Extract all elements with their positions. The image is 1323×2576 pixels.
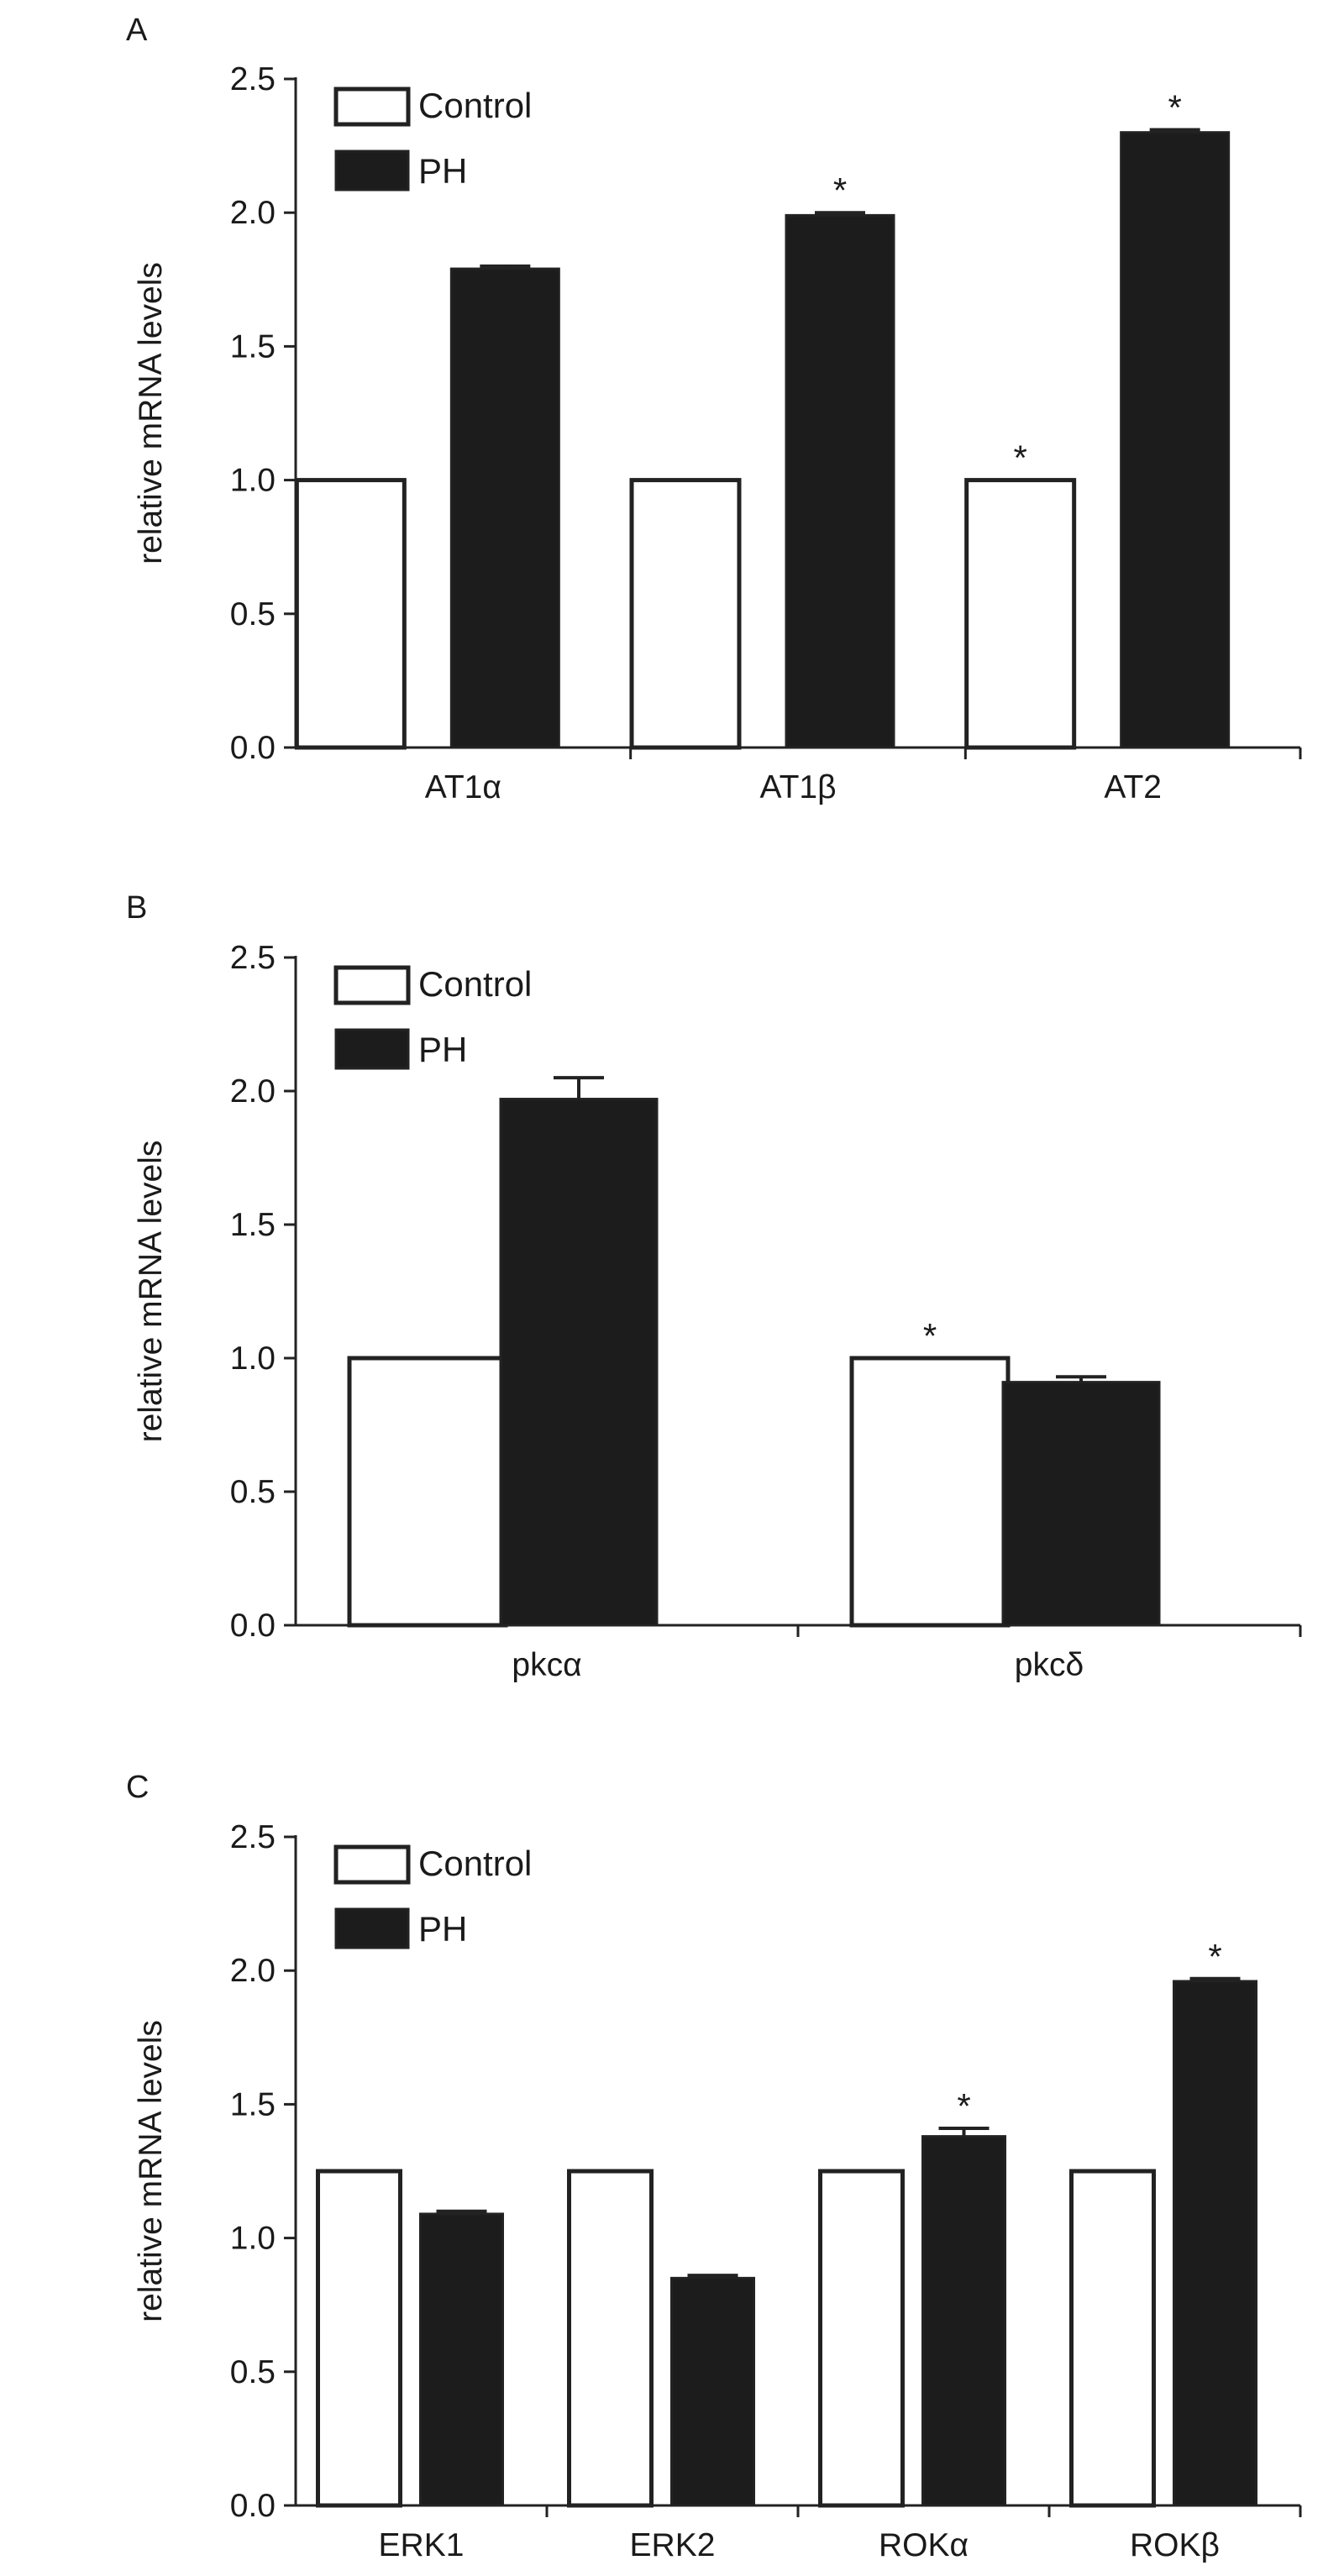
x-tick-label: ROKα xyxy=(879,2527,969,2563)
ph-bar-2 xyxy=(785,213,895,749)
control-bar-1 xyxy=(316,2169,402,2508)
ph-bar-4 xyxy=(1173,1980,1257,2507)
control-bar-2 xyxy=(849,1356,1011,1628)
y-tick-label: 0.5 xyxy=(230,596,276,632)
legend-label-control: Control xyxy=(418,86,532,125)
control-bar-3 xyxy=(818,2169,905,2508)
ph-bar-1 xyxy=(419,2212,504,2507)
ph-bar-1 xyxy=(499,1098,659,1627)
significance-marker: * xyxy=(923,1316,937,1356)
x-tick-label: AT1α xyxy=(425,769,501,805)
y-tick-label: 1.5 xyxy=(230,1207,276,1243)
y-tick-label: 2.5 xyxy=(230,1819,276,1855)
y-tick-label: 0.0 xyxy=(230,730,276,766)
y-tick-label: 0.0 xyxy=(230,1608,276,1644)
y-axis-label: relative mRNA levels xyxy=(133,1141,169,1443)
legend-swatch-ph xyxy=(334,1028,410,1070)
ph-bar-1 xyxy=(449,267,560,749)
x-tick-label: pkcα xyxy=(512,1647,581,1683)
x-tick-label: ROKβ xyxy=(1130,2527,1220,2563)
y-tick-label: 1.5 xyxy=(230,2086,276,2122)
control-bar-1 xyxy=(294,478,407,750)
y-tick-label: 0.5 xyxy=(230,1474,276,1510)
ph-bar-2 xyxy=(670,2276,755,2507)
ph-bar-3 xyxy=(921,2135,1006,2507)
y-tick-label: 1.0 xyxy=(230,1340,276,1377)
control-bar-3 xyxy=(964,478,1077,750)
y-tick-label: 1.5 xyxy=(230,328,276,365)
panel-letter: B xyxy=(126,890,147,926)
control-bar-2 xyxy=(629,478,742,750)
legend-label-control: Control xyxy=(418,1844,532,1883)
ph-bar-3 xyxy=(1120,131,1231,749)
control-bar-4 xyxy=(1069,2169,1156,2508)
y-tick-label: 1.0 xyxy=(230,2221,276,2257)
x-tick-label: AT1β xyxy=(759,769,836,805)
panel-letter: C xyxy=(126,1770,149,1805)
y-tick-label: 0.5 xyxy=(230,2354,276,2390)
control-bar-1 xyxy=(347,1356,508,1628)
x-tick-label: AT2 xyxy=(1104,769,1162,805)
significance-marker: * xyxy=(833,171,847,210)
significance-marker: * xyxy=(1168,87,1181,127)
ph-bar-2 xyxy=(1001,1381,1161,1627)
legend-label-ph: PH xyxy=(418,1909,467,1949)
control-bar-2 xyxy=(567,2169,654,2508)
x-tick-label: pkcδ xyxy=(1015,1647,1084,1683)
y-tick-label: 2.5 xyxy=(230,61,276,97)
x-tick-label: ERK1 xyxy=(379,2527,465,2563)
significance-marker: * xyxy=(1013,438,1026,478)
y-tick-label: 2.0 xyxy=(230,1073,276,1110)
legend-swatch-ph xyxy=(334,150,410,191)
y-tick-label: 2.0 xyxy=(230,1953,276,1989)
legend-label-ph: PH xyxy=(418,1030,467,1069)
legend-swatch-ph xyxy=(334,1907,410,1949)
y-axis-label: relative mRNA levels xyxy=(133,2020,169,2322)
legend-label-ph: PH xyxy=(418,151,467,191)
legend-label-control: Control xyxy=(418,964,532,1004)
significance-marker: * xyxy=(957,2086,970,2126)
y-axis-label: relative mRNA levels xyxy=(133,262,169,564)
significance-marker: * xyxy=(1208,1937,1221,1976)
y-tick-label: 2.5 xyxy=(230,940,276,976)
panel-letter: A xyxy=(126,13,148,48)
y-tick-label: 1.0 xyxy=(230,463,276,499)
y-tick-label: 0.0 xyxy=(230,2488,276,2524)
x-tick-label: ERK2 xyxy=(630,2527,716,2563)
legend-swatch-control xyxy=(333,965,411,1005)
y-tick-label: 2.0 xyxy=(230,195,276,231)
legend-swatch-control xyxy=(333,1844,411,1885)
legend-swatch-control xyxy=(333,87,411,127)
